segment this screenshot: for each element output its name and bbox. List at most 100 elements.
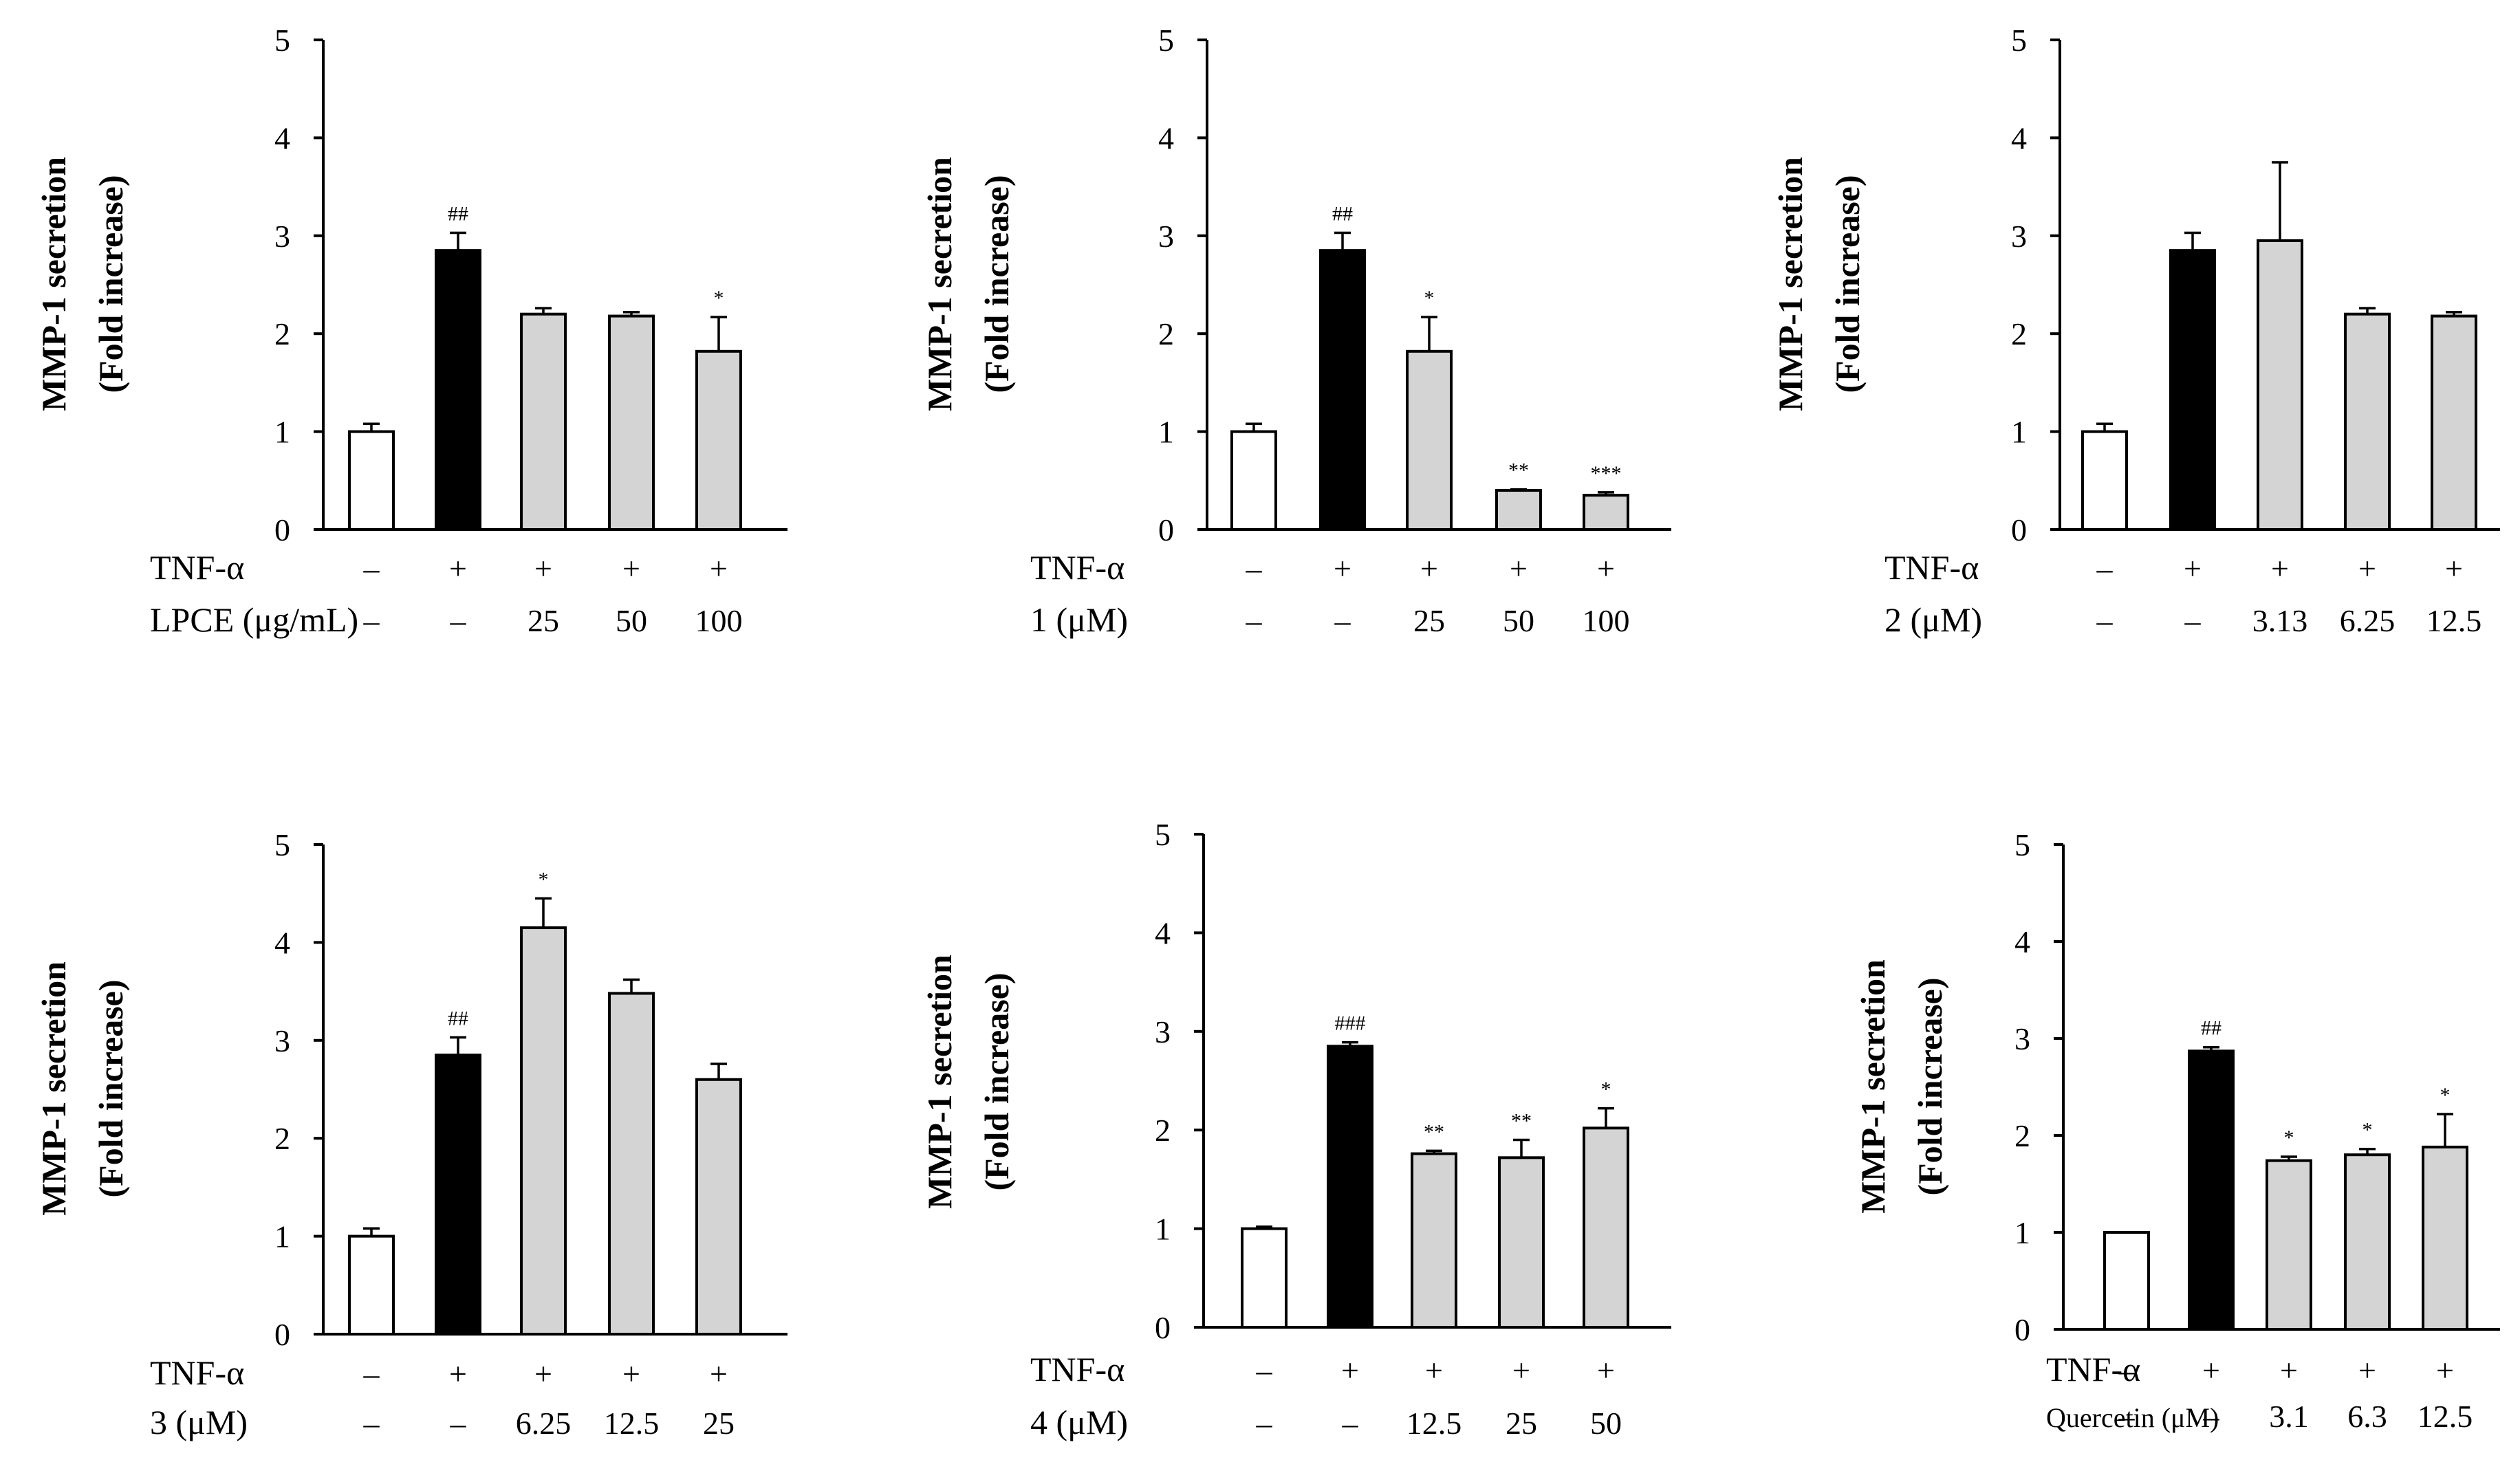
significance-label: * (1601, 1078, 1611, 1101)
chart-panel-4: MMP-1 secretion (Fold increase) 0 1 2 3 4 5 ## * T… (34, 827, 788, 1441)
y-axis-title-line2: (Fold increase) (977, 175, 1016, 393)
bar-4 (1495, 489, 1542, 531)
y-tick-label: 3 (274, 1023, 290, 1058)
bar-4 (608, 314, 655, 531)
bar-2 (1327, 1045, 1373, 1329)
row-label-compound: Quercetin (μM) (2046, 1402, 2219, 1433)
row-value-tnf: + (534, 1356, 552, 1391)
y-tick-label: 4 (1155, 915, 1171, 950)
row-label-tnf: TNF-α (1030, 548, 1125, 587)
y-tick-label: 5 (2011, 23, 2027, 58)
row-value-tnf: + (2445, 551, 2463, 586)
significance-label: * (714, 287, 724, 309)
row-value-concentration: 3.13 (2252, 603, 2308, 638)
bar-3 (2257, 239, 2303, 531)
row-value-concentration: – (363, 603, 380, 638)
bar-5 (2431, 314, 2477, 531)
row-value-tnf: + (534, 551, 552, 586)
chart-panel-5: MMP-1 secretion (Fold increase) 0 1 2 3 4 5 ### *… (920, 817, 1671, 1441)
row-value-tnf: + (622, 551, 640, 586)
row-value-tnf: + (710, 1356, 728, 1391)
y-tick-label: 1 (1155, 1212, 1171, 1247)
row-value-concentration: 50 (1590, 1406, 1622, 1441)
significance-label: * (2362, 1119, 2373, 1142)
y-axis-title-line1: MMP-1 secretion (920, 955, 959, 1209)
bar-4 (2344, 312, 2391, 531)
y-axis-title-line2: (Fold increase) (977, 972, 1016, 1190)
significance-label: *** (1591, 462, 1622, 485)
row-value-tnf: + (2358, 1353, 2376, 1388)
y-tick-label: 0 (274, 512, 290, 547)
y-tick-label: 4 (1158, 120, 1174, 155)
significance-label: ## (448, 203, 468, 226)
row-label-tnf: TNF-α (1884, 548, 1979, 587)
y-axis-title-line2: (Fold increase) (91, 979, 130, 1197)
row-value-tnf: + (2280, 1353, 2298, 1388)
row-value-concentration: 6.25 (2340, 603, 2396, 638)
y-tick-label: 2 (2011, 316, 2027, 351)
y-tick-label: 2 (1158, 316, 1174, 351)
row-value-concentration: 25 (528, 603, 559, 638)
y-tick-label: 2 (1155, 1113, 1171, 1148)
row-value-concentration: – (2184, 603, 2202, 638)
y-tick-label: 5 (274, 827, 290, 862)
chart-panel-1: MMP-1 secretion (Fold increase) 0 1 2 3 4 5 ## * T… (34, 23, 788, 639)
bar-2 (435, 1054, 481, 1336)
row-value-concentration: 12.5 (2426, 603, 2482, 638)
row-value-tnf: – (363, 1356, 380, 1391)
bar-5 (1583, 494, 1629, 531)
row-value-tnf: + (1420, 551, 1438, 586)
bar-5 (695, 1078, 742, 1336)
row-value-tnf: – (1256, 1353, 1273, 1388)
row-value-tnf: + (449, 1356, 467, 1391)
y-axis-title-line1: MMP-1 secretion (1771, 157, 1810, 411)
row-value-concentration: 12.5 (2418, 1399, 2473, 1434)
y-tick-label: 3 (2011, 219, 2027, 254)
bar-3 (1411, 1152, 1457, 1329)
row-value-tnf: + (2271, 551, 2289, 586)
row-value-concentration: 12.5 (1406, 1406, 1462, 1441)
y-tick-label: 1 (274, 1219, 290, 1254)
y-tick-label: 1 (2014, 1215, 2030, 1250)
significance-label: ** (1511, 1110, 1532, 1133)
row-value-tnf: + (2202, 1353, 2220, 1388)
bar-3 (520, 312, 567, 531)
row-value-concentration: – (450, 1406, 467, 1441)
significance-label: * (539, 868, 549, 891)
significance-label: ** (1424, 1120, 1444, 1143)
row-value-tnf: + (1341, 1353, 1359, 1388)
row-value-concentration: – (2118, 1399, 2136, 1434)
y-tick-label: 2 (274, 1121, 290, 1156)
y-tick-label: 4 (274, 120, 290, 155)
y-axis-title-line2: (Fold increase) (1911, 977, 1949, 1195)
row-value-tnf: – (1246, 551, 1263, 586)
row-value-tnf: + (622, 1356, 640, 1391)
row-value-tnf: + (449, 551, 467, 586)
row-value-tnf: + (710, 551, 728, 586)
row-value-concentration: 100 (1583, 603, 1630, 638)
bar-2 (2169, 249, 2216, 531)
row-value-tnf: + (1510, 551, 1528, 586)
y-axis-title-line1: MMP-1 secretion (920, 157, 959, 411)
row-value-concentration: 25 (1413, 603, 1445, 638)
row-value-concentration: 12.5 (604, 1406, 660, 1441)
y-tick-label: 4 (2011, 120, 2027, 155)
bar-5 (1583, 1126, 1629, 1329)
row-value-tnf: + (2184, 551, 2202, 586)
chart-panel-6: MMP-1 secretion (Fold increase) 0 1 2 3 4 5 ## * *… (1854, 827, 2500, 1434)
row-value-tnf: + (1425, 1353, 1443, 1388)
y-tick-label: 3 (2014, 1021, 2030, 1056)
bar-3 (1406, 349, 1453, 531)
y-axis-title-line2: (Fold increase) (91, 175, 130, 393)
significance-label: ## (1332, 203, 1353, 226)
significance-label: * (2284, 1126, 2294, 1149)
bar-1 (2081, 430, 2128, 531)
row-value-concentration: – (1256, 1406, 1273, 1441)
row-value-concentration: 100 (695, 603, 743, 638)
y-tick-label: 5 (2014, 827, 2030, 862)
row-value-tnf: – (2118, 1353, 2136, 1388)
row-value-concentration: – (450, 603, 467, 638)
y-tick-label: 1 (1158, 415, 1174, 450)
row-value-concentration: 25 (1506, 1406, 1537, 1441)
row-value-concentration: – (1246, 603, 1263, 638)
